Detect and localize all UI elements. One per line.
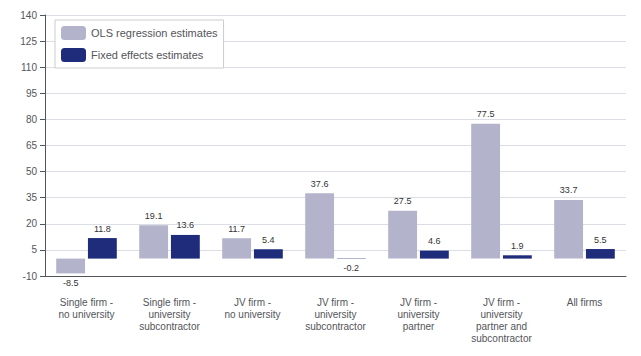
svg-text:subcontractor: subcontractor	[305, 321, 366, 332]
svg-text:20: 20	[26, 218, 38, 229]
svg-text:11.8: 11.8	[94, 224, 111, 234]
svg-text:5.4: 5.4	[262, 235, 275, 245]
svg-text:125: 125	[20, 36, 37, 47]
svg-text:subcontractor: subcontractor	[139, 321, 200, 332]
svg-text:95: 95	[26, 88, 38, 99]
svg-text:OLS regression estimates: OLS regression estimates	[91, 27, 218, 39]
svg-text:university: university	[148, 309, 190, 320]
svg-text:4.6: 4.6	[428, 236, 441, 246]
svg-text:university: university	[480, 309, 522, 320]
svg-text:All firms: All firms	[567, 297, 603, 308]
svg-text:JV firm -: JV firm -	[483, 297, 520, 308]
svg-text:no university: no university	[58, 309, 114, 320]
svg-text:35: 35	[26, 192, 38, 203]
svg-text:5.5: 5.5	[594, 235, 607, 245]
svg-text:80: 80	[26, 114, 38, 125]
svg-text:partner and: partner and	[476, 321, 527, 332]
svg-text:140: 140	[20, 10, 37, 21]
svg-text:5: 5	[31, 244, 37, 255]
svg-text:JV firm -: JV firm -	[234, 297, 271, 308]
svg-text:JV firm -: JV firm -	[400, 297, 437, 308]
svg-text:Single firm -: Single firm -	[60, 297, 113, 308]
svg-text:-8.5: -8.5	[63, 278, 79, 288]
svg-text:27.5: 27.5	[394, 196, 412, 206]
svg-text:-0.2: -0.2	[344, 263, 360, 273]
svg-text:-10: -10	[23, 271, 38, 282]
svg-text:1.9: 1.9	[511, 241, 524, 251]
svg-text:13.6: 13.6	[177, 220, 195, 230]
svg-text:110: 110	[21, 62, 37, 73]
svg-text:33.7: 33.7	[560, 185, 578, 195]
svg-text:partner: partner	[403, 321, 435, 332]
svg-text:37.6: 37.6	[311, 179, 329, 189]
svg-text:university: university	[314, 309, 356, 320]
svg-text:university: university	[397, 309, 439, 320]
svg-text:JV firm -: JV firm -	[317, 297, 354, 308]
svg-text:77.5: 77.5	[477, 109, 495, 119]
svg-text:Single firm -: Single firm -	[143, 297, 196, 308]
svg-text:19.1: 19.1	[145, 211, 163, 221]
svg-text:65: 65	[26, 140, 38, 151]
svg-text:Fixed effects estimates: Fixed effects estimates	[91, 49, 204, 61]
svg-text:no university: no university	[224, 309, 280, 320]
svg-text:subcontractor: subcontractor	[471, 333, 532, 344]
svg-text:11.7: 11.7	[228, 224, 245, 234]
svg-text:50: 50	[26, 166, 38, 177]
